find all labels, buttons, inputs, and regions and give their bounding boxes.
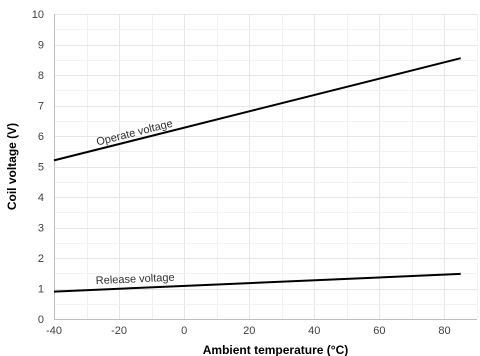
tick-labels: 0 1 2 3 4 5 6 7 8 9 10 -40 -20 0 20 40 60 80 [32,9,451,337]
series-label-1: Release voltage [96,272,175,287]
x-tick-label: 20 [243,325,255,337]
y-tick-label: 1 [38,284,44,296]
y-tick-label: 2 [38,253,44,265]
x-tick-label: 60 [373,325,385,337]
y-tick-label: 5 [38,162,44,174]
y-tick-label: 9 [38,40,44,52]
series-line-0 [53,57,461,162]
x-tick-label: 40 [308,325,320,337]
y-tick-label: 10 [32,9,44,21]
axes [54,14,477,320]
grid [54,14,478,320]
series [53,57,461,293]
x-tick-label: -40 [46,325,62,337]
y-tick-label: 4 [38,192,44,204]
y-tick-label: 3 [38,223,44,235]
y-tick-label: 8 [38,70,44,82]
x-tick-label: 80 [438,325,450,337]
x-tick-label: 0 [181,325,187,337]
y-tick-label: 6 [38,131,44,143]
y-tick-label: 7 [38,101,44,113]
y-axis-title: Coil voltage (V) [5,123,19,210]
x-tick-label: -20 [111,325,127,337]
x-axis-title: Ambient temperature (°C) [203,343,348,356]
series-line-1 [53,272,461,293]
y-tick-label: 0 [38,314,44,326]
